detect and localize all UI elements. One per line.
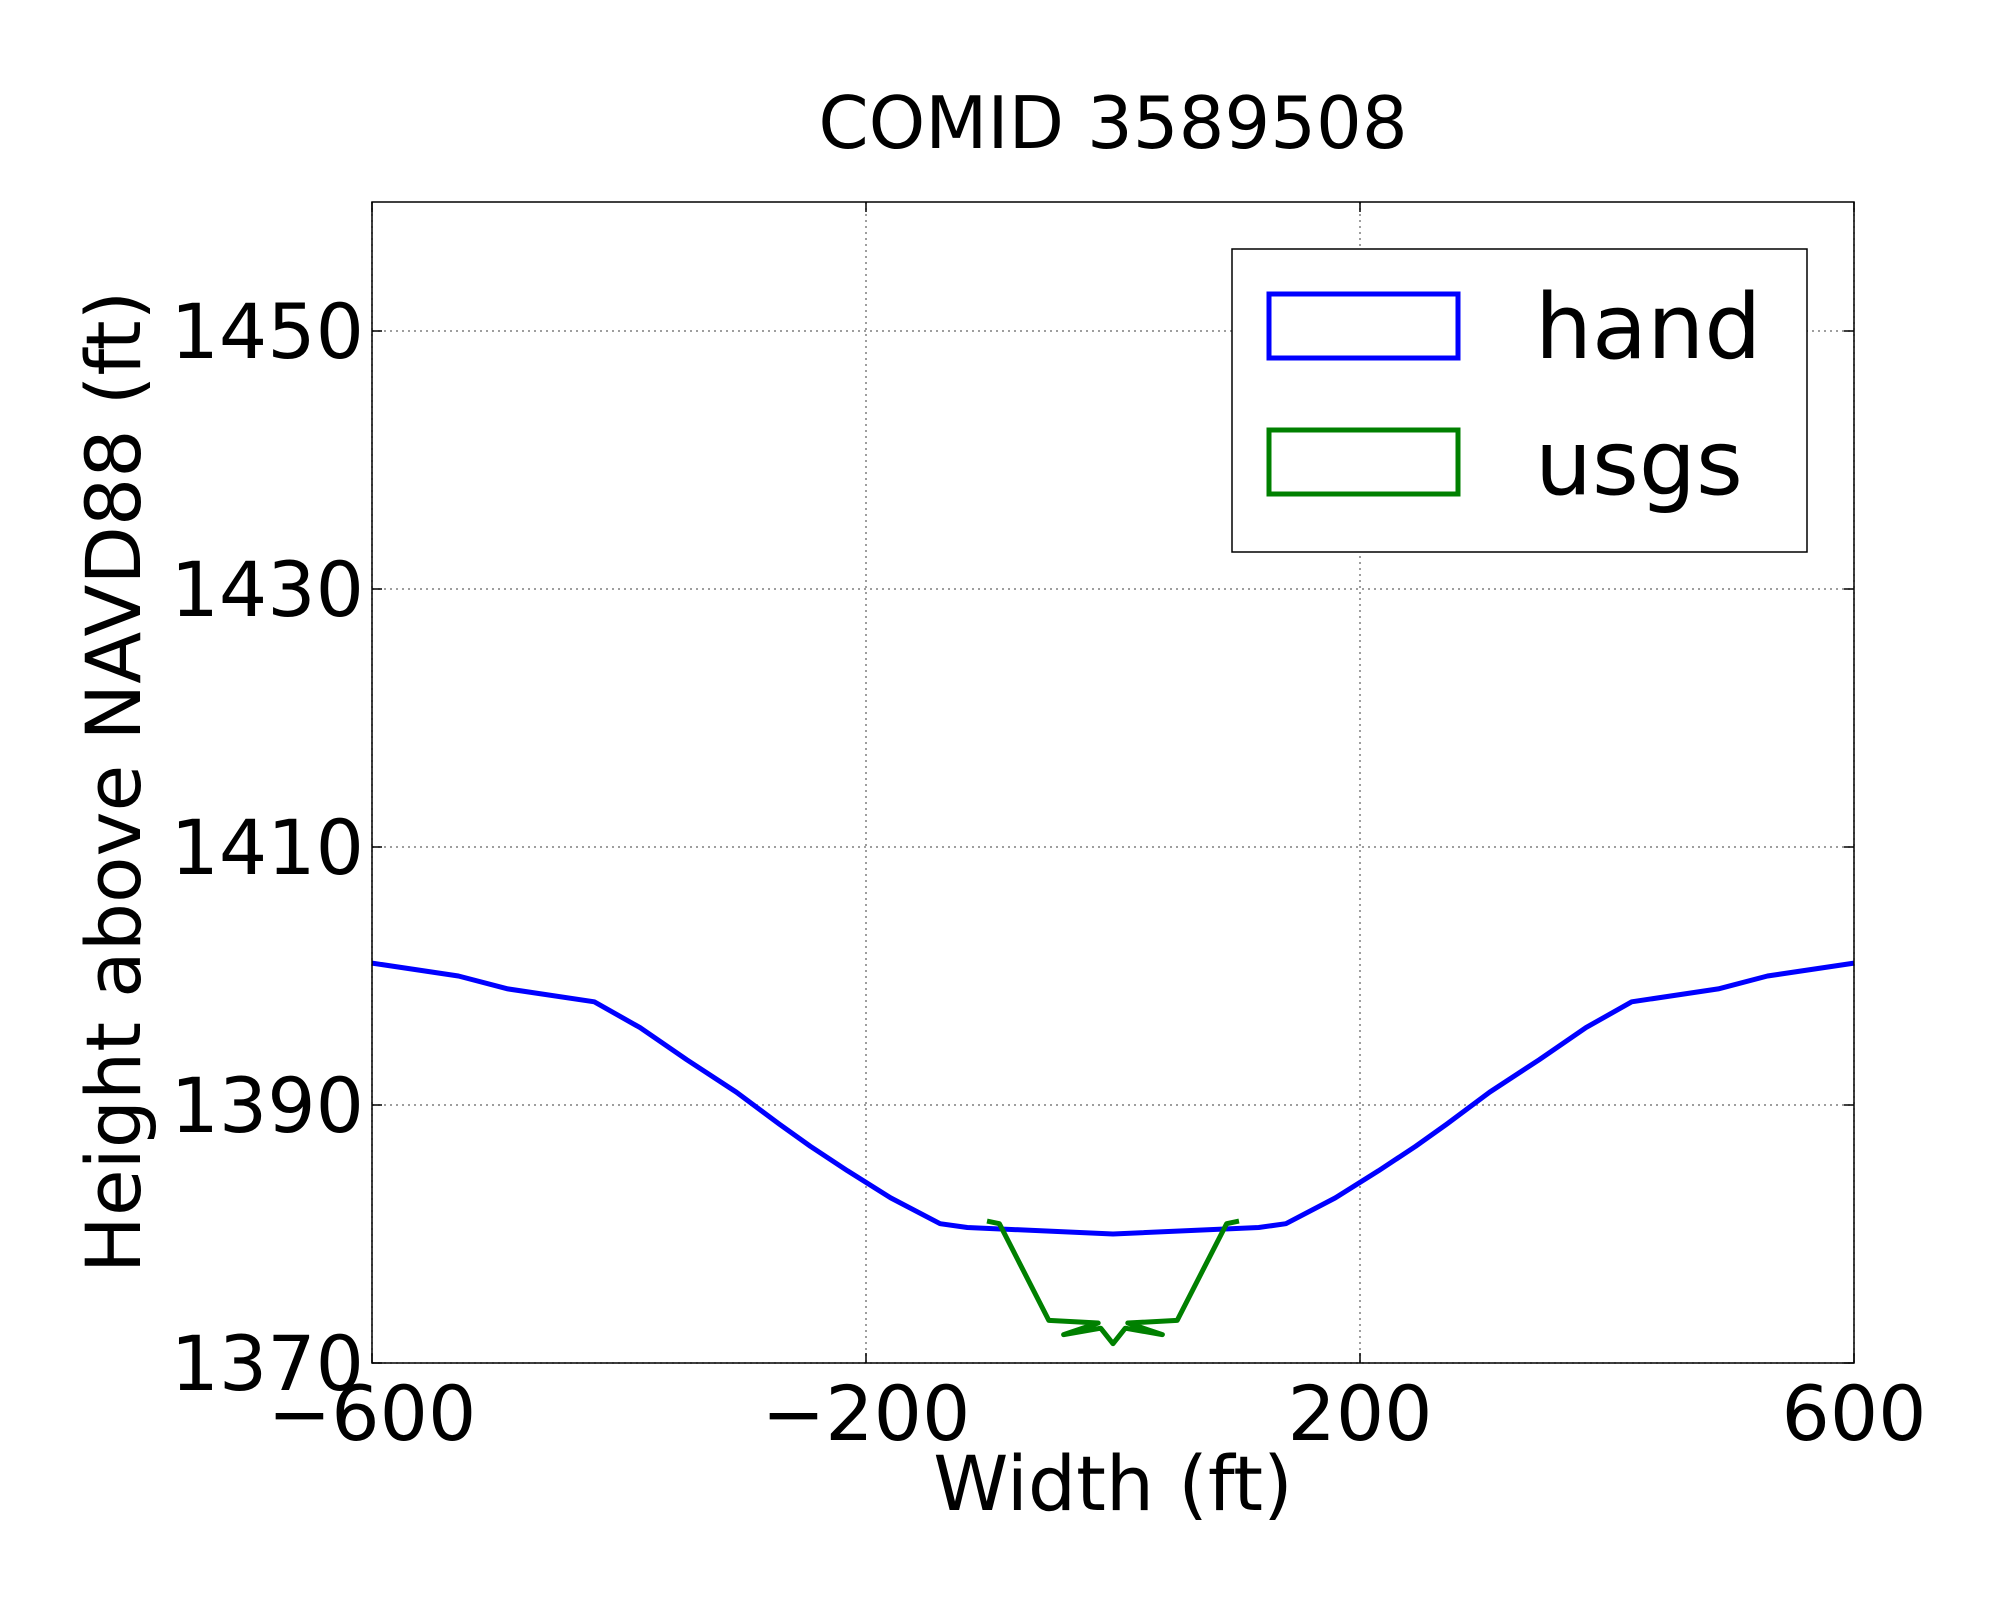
chart-title: COMID 3589508	[818, 81, 1407, 165]
legend-frame	[1231, 248, 1808, 553]
legend-swatch-usgs	[1266, 427, 1461, 497]
legend-label-usgs: usgs	[1535, 411, 1743, 516]
x-axis-label: Width (ft)	[933, 1439, 1292, 1528]
legend: hand usgs	[1231, 248, 1808, 553]
x-tick-label: −600	[268, 1369, 477, 1458]
x-tick-label: 200	[1287, 1369, 1432, 1458]
y-tick-label: 1430	[171, 545, 364, 634]
y-axis-label: Height above NAVD88 (ft)	[69, 291, 158, 1273]
y-tick-label: 1410	[171, 803, 364, 892]
y-tick-label: 1450	[171, 287, 364, 376]
series-layer	[371, 960, 1855, 1347]
series-line-usgs	[986, 1218, 1240, 1347]
legend-label-hand: hand	[1535, 275, 1761, 380]
x-tick-label: −200	[762, 1369, 971, 1458]
plot-frame	[371, 201, 1855, 1364]
legend-swatch-hand	[1266, 291, 1461, 361]
y-tick-label: 1390	[171, 1061, 364, 1150]
series-line-hand	[371, 960, 1855, 1237]
x-tick-label: 600	[1781, 1369, 1926, 1458]
y-tick-label: 1370	[171, 1319, 364, 1408]
ticks: −600 −200 200 600 1370 1390 1410 1430 1450	[171, 202, 1927, 1458]
